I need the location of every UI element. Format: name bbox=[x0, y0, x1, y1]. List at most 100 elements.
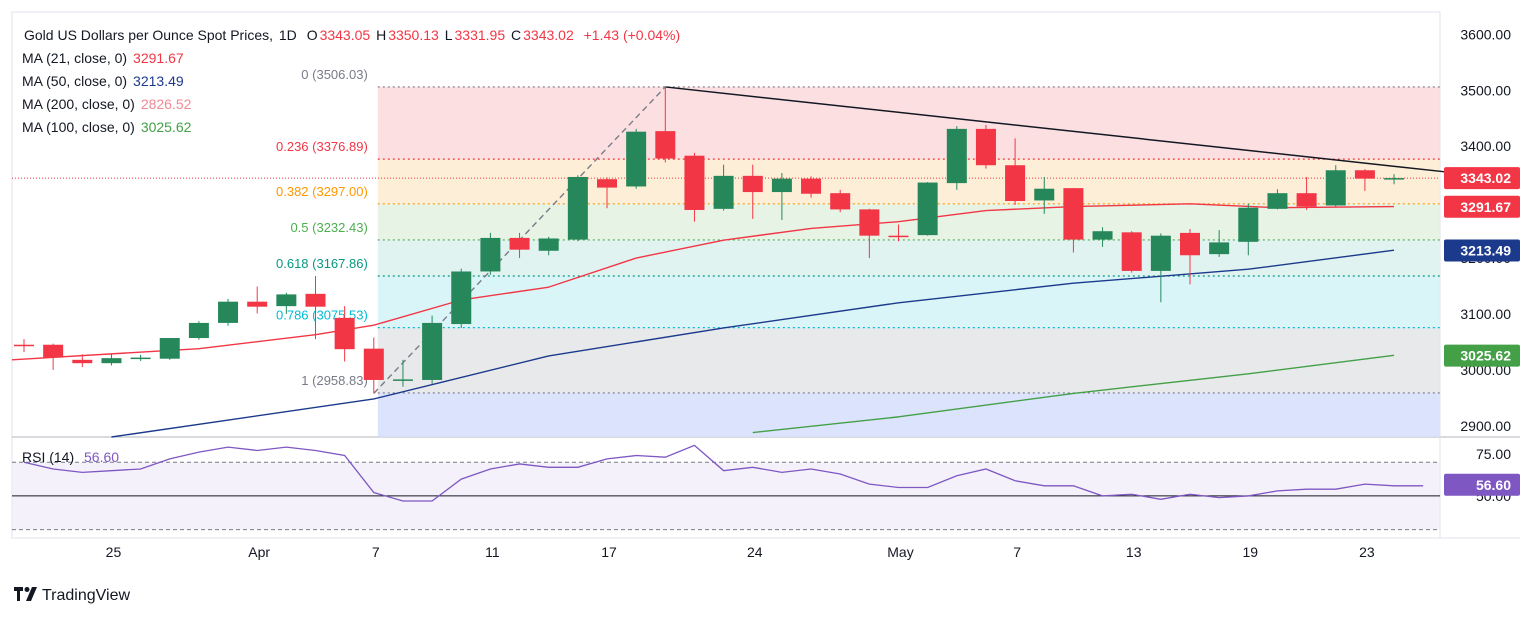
candle-body bbox=[626, 131, 647, 187]
candle-body bbox=[247, 301, 268, 307]
candle-body bbox=[422, 322, 443, 380]
candle-body bbox=[1063, 188, 1084, 240]
close-value: 3343.02 bbox=[523, 27, 574, 43]
candle-body bbox=[130, 357, 151, 360]
change-value: +1.43 (+0.04%) bbox=[583, 27, 681, 43]
ma-100-legend[interactable]: MA (100, close, 0) 3025.62 bbox=[22, 116, 680, 139]
ma-50-legend[interactable]: MA (50, close, 0) 3213.49 bbox=[22, 70, 680, 93]
candle-body bbox=[1296, 193, 1317, 207]
candle-body bbox=[392, 379, 413, 381]
candle-body bbox=[1354, 170, 1375, 179]
ma-100-label: MA (100, close, 0) bbox=[22, 119, 135, 135]
time-axis-tick: 23 bbox=[1359, 544, 1375, 560]
candle-body bbox=[713, 175, 734, 209]
price-axis-tick: 3500.00 bbox=[1460, 82, 1511, 98]
time-axis-tick: Apr bbox=[248, 544, 270, 560]
price-label-box bbox=[1444, 167, 1520, 190]
ma-21-legend[interactable]: MA (21, close, 0) 3291.67 bbox=[22, 47, 680, 70]
ma-200-value: 2826.52 bbox=[140, 96, 192, 112]
close-label: C bbox=[511, 27, 522, 43]
tradingview-name: TradingView bbox=[42, 586, 131, 604]
fib-level-label: 0.618 (3167.86) bbox=[276, 256, 368, 271]
price-label-text: 3291.67 bbox=[1460, 199, 1511, 215]
ma-50-value: 3213.49 bbox=[133, 73, 184, 89]
rsi-value: 56.60 bbox=[84, 449, 120, 465]
candle-body bbox=[917, 182, 938, 236]
open-label: O bbox=[306, 27, 318, 43]
rsi-axis-tick: 75.00 bbox=[1476, 446, 1511, 462]
fib-zone bbox=[377, 159, 1440, 204]
candle-body bbox=[975, 128, 996, 166]
rsi-value-box bbox=[1444, 473, 1520, 496]
interval: 1D bbox=[278, 27, 297, 43]
rsi-legend[interactable]: RSI (14) 56.60 bbox=[22, 449, 119, 465]
candle-body bbox=[363, 348, 384, 380]
time-axis-tick: May bbox=[887, 544, 913, 560]
candle-body bbox=[43, 344, 64, 358]
fib-level-label: 0 (3506.03) bbox=[301, 67, 368, 82]
time-axis-tick: 25 bbox=[106, 544, 122, 560]
open-value: 3343.05 bbox=[319, 27, 371, 43]
time-axis-tick: 17 bbox=[601, 544, 617, 560]
candle-body bbox=[655, 131, 676, 159]
candle-body bbox=[830, 193, 851, 210]
ma-200-legend[interactable]: MA (200, close, 0) 2826.52 bbox=[22, 93, 680, 116]
candle-body bbox=[567, 176, 588, 240]
moving-average-line bbox=[111, 249, 1395, 438]
candle-body bbox=[1150, 235, 1171, 271]
candle-body bbox=[1325, 170, 1346, 206]
chart-legend: Gold US Dollars per Ounce Spot Prices, 1… bbox=[22, 24, 680, 139]
price-axis-tick: 3600.00 bbox=[1460, 26, 1511, 42]
candle-body bbox=[888, 235, 909, 238]
candle-body bbox=[480, 237, 501, 272]
candle-body bbox=[334, 317, 355, 350]
candle-body bbox=[1092, 231, 1113, 240]
ma-50-label: MA (50, close, 0) bbox=[22, 73, 128, 89]
price-axis-tick: 2900.00 bbox=[1460, 418, 1511, 434]
candle-body bbox=[1384, 178, 1405, 180]
tradingview-brand[interactable]: TradingView bbox=[14, 585, 130, 606]
tradingview-logo-icon bbox=[14, 585, 38, 606]
ma-21-label: MA (21, close, 0) bbox=[22, 50, 128, 66]
candle-body bbox=[14, 344, 34, 347]
price-label-box bbox=[1444, 344, 1520, 367]
candle-body bbox=[101, 358, 122, 364]
high-label: H bbox=[376, 27, 387, 43]
candle-body bbox=[801, 178, 822, 194]
price-label-text: 3343.02 bbox=[1460, 170, 1511, 186]
fib-level-label: 0.382 (3297.00) bbox=[276, 184, 368, 199]
price-axis-tick: 3400.00 bbox=[1460, 138, 1511, 154]
price-label-box bbox=[1444, 195, 1520, 218]
ma-200-label: MA (200, close, 0) bbox=[22, 96, 135, 112]
fib-zone bbox=[377, 203, 1440, 240]
time-axis-tick: 13 bbox=[1126, 544, 1142, 560]
fib-zone bbox=[377, 239, 1440, 277]
candle-body bbox=[1121, 232, 1142, 271]
candle-body bbox=[451, 271, 472, 325]
candle-body bbox=[742, 175, 763, 193]
candle-body bbox=[684, 155, 705, 210]
price-label-box bbox=[1444, 239, 1520, 262]
fib-level-label: 1 (2958.83) bbox=[301, 373, 368, 388]
high-value: 3350.13 bbox=[388, 27, 439, 43]
price-label-text: 3025.62 bbox=[1460, 348, 1511, 364]
candle-body bbox=[771, 178, 792, 193]
ohlc-row: Gold US Dollars per Ounce Spot Prices, 1… bbox=[24, 27, 681, 43]
candle-body bbox=[538, 238, 559, 251]
candle-body bbox=[1034, 188, 1055, 201]
rsi-label: RSI (14) bbox=[22, 449, 75, 465]
candle-body bbox=[218, 301, 239, 323]
rsi-value-text: 56.60 bbox=[1476, 477, 1511, 493]
time-axis-tick: 7 bbox=[372, 544, 380, 560]
candle-body bbox=[1267, 193, 1288, 209]
candle-body bbox=[509, 237, 530, 250]
time-axis-tick: 11 bbox=[485, 544, 500, 560]
ma-21-value: 3291.67 bbox=[133, 50, 184, 66]
candle-body bbox=[159, 338, 180, 359]
candle-body bbox=[946, 128, 967, 184]
trendline bbox=[665, 86, 1447, 173]
moving-average-line bbox=[752, 354, 1395, 434]
candle-body bbox=[72, 359, 93, 364]
candle-body bbox=[1005, 165, 1026, 202]
